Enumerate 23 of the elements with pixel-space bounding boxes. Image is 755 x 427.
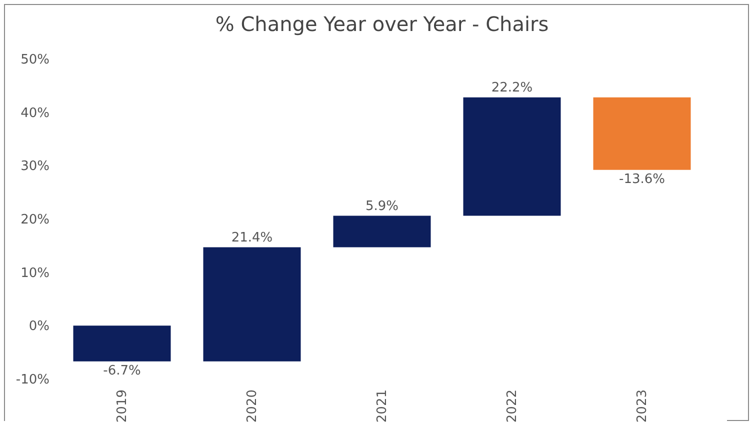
y-tick-label: 40% [20,106,50,121]
y-tick-label: 30% [20,159,50,174]
y-tick-label: -10% [16,372,50,388]
x-tick-label: 2023 [635,390,650,423]
x-tick-label: 2022 [505,390,520,423]
chart-title: % Change Year over Year - Chairs [215,12,549,36]
data-label: 22.2% [491,80,533,96]
bar [73,326,171,362]
data-label: 21.4% [231,230,273,246]
y-tick-label: 50% [20,52,50,68]
y-tick-label: 10% [20,266,50,281]
data-label: -13.6% [619,172,665,187]
bar [333,216,431,248]
bar [203,247,301,362]
data-label: 5.9% [365,198,399,214]
x-tick-label: 2020 [245,390,260,423]
y-tick-label: 20% [20,212,50,228]
x-tick-label: 2021 [375,390,390,423]
bar [463,97,561,216]
data-label: -6.7% [103,363,141,378]
bar [593,97,691,170]
y-tick-label: 0% [28,319,50,334]
x-tick-label: 2019 [115,390,130,423]
